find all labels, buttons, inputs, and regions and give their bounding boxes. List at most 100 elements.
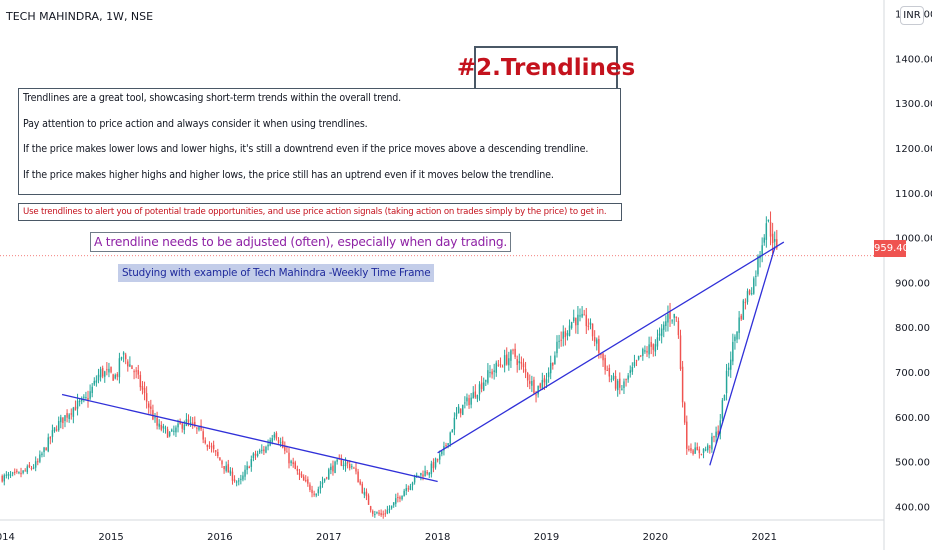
candle-body [418,475,420,477]
time-tick-label: 2019 [534,532,559,543]
candle-body [669,311,671,319]
candle-body [554,355,556,365]
candle-body [675,316,678,318]
note-line: If the price makes lower lows and lower … [23,143,589,156]
notes-box: Trendlines are a great tool, showcasing … [18,88,621,195]
candle-body [120,357,123,359]
candle-body [116,374,119,377]
candle-body [428,472,431,476]
candle-body [399,497,401,499]
candle-body [372,511,374,514]
candle-body [476,394,479,399]
candle-body [22,470,24,473]
candle-body [602,353,604,361]
candle-body [581,313,583,317]
candle-body [606,370,608,372]
note-line: Pay attention to price action and always… [23,117,368,130]
candle-body [748,290,751,295]
candle-body [217,452,219,457]
candle-body [610,378,613,380]
candle-body [39,454,41,462]
candle-body [141,386,144,390]
time-tick-label: 2014 [0,532,15,543]
candle-body [286,451,288,453]
candle-body [265,446,267,453]
candle-body [721,400,724,419]
candle-body [173,430,175,432]
candle-body [263,449,265,452]
candle-body [129,364,131,367]
candle-body [453,417,456,430]
candle-body [616,380,619,391]
candle-body [422,474,424,477]
candle-body [621,388,623,390]
candle-body [298,472,301,475]
candle-body [535,394,537,396]
candle-body [168,432,171,436]
candle-body [723,395,726,401]
candle-body [378,512,380,515]
candle-body [315,493,317,496]
candle-body [106,369,108,371]
candle-body [41,453,43,456]
candle-body [738,317,740,333]
candle-body [769,221,772,237]
candle-body [472,392,474,399]
candle-body [189,422,192,424]
candle-body [539,383,541,388]
candle-body [506,354,508,365]
candle-body [583,314,585,316]
currency-button[interactable]: INR [900,6,924,25]
candle-body [706,445,709,451]
candle-body [750,293,753,295]
candle-body [158,423,160,427]
candle-body [637,355,640,360]
candle-body [246,465,248,470]
candle-body [156,417,158,426]
candle-body [734,336,736,342]
candle-body [562,331,564,339]
candle-body [485,380,487,382]
candle-body [244,469,246,477]
candle-body [267,444,269,447]
candle-body [537,385,539,395]
price-tick-label: 1100.00 [895,189,932,200]
candle-body [497,364,500,366]
candle-body [466,397,468,402]
candle-body [623,381,625,389]
price-tick-label: 900.00 [895,278,930,289]
candle-body [407,488,410,490]
candles [1,211,778,519]
candle-body [342,464,345,467]
candle-body [76,400,79,409]
candle-body [97,374,100,381]
candle-body [361,483,364,494]
candle-body [667,313,669,323]
price-tick-label: 600.00 [895,413,930,424]
candle-body [191,422,194,424]
candle-body [499,364,502,366]
candle-body [72,407,75,417]
candle-body [206,444,209,447]
candle-body [577,314,579,326]
candle-body [688,449,690,451]
candle-body [529,381,531,384]
candle-body [104,371,106,377]
candle-body [755,275,757,277]
candle-body [323,478,326,482]
candle-body [727,367,730,370]
trendline [709,246,776,466]
candle-body [671,320,673,322]
candle-body [101,367,104,377]
candle-body [376,512,378,514]
candle-body [34,461,37,468]
candle-body [60,417,62,423]
candle-body [424,470,426,477]
candle-body [150,406,152,409]
candle-body [591,323,594,337]
candle-body [166,429,169,438]
price-tick-label: 1000.00 [895,234,932,245]
candle-body [124,354,127,360]
price-tick-label: 700.00 [895,368,930,379]
